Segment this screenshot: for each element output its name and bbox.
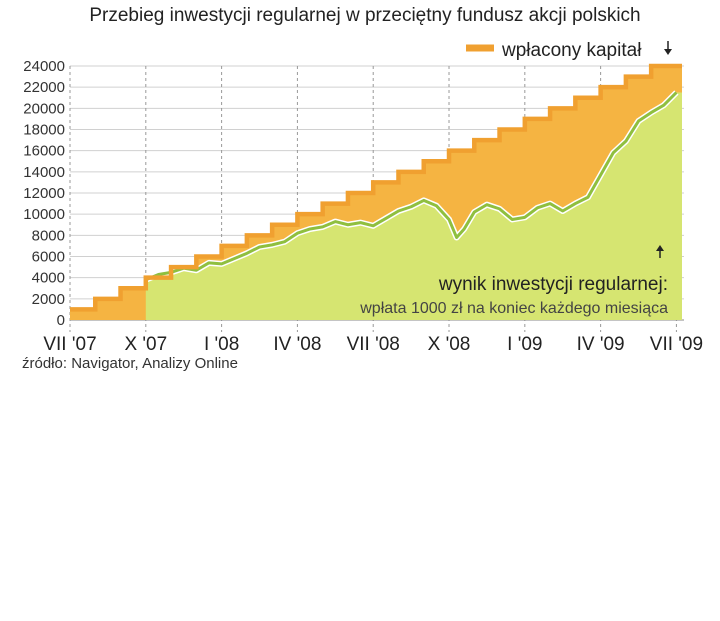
- y-tick-label: 20000: [23, 100, 65, 117]
- y-tick-label: 12000: [23, 185, 65, 202]
- legend: wpłacony kapitał: [466, 40, 672, 61]
- chart-title: Przebieg inwestycji regularnej w przecię…: [89, 5, 640, 26]
- capital-step-line: [70, 63, 682, 312]
- y-tick-label: 0: [57, 312, 65, 329]
- y-tick-label: 24000: [23, 58, 65, 75]
- x-axis-ticks: VII '07 X '07 I '08 IV '08 VII '08 X '08 I '09…: [43, 334, 703, 355]
- legend-label: wpłacony kapitał: [501, 40, 642, 61]
- series-lines: [70, 63, 682, 312]
- x-tick-label: VII '07: [43, 334, 96, 355]
- result-sublabel: wpłata 1000 zł na koniec każdego miesiąc…: [359, 300, 668, 317]
- y-tick-label: 22000: [23, 79, 65, 96]
- result-up-arrow-icon: [656, 245, 664, 258]
- result-line: [145, 91, 678, 282]
- x-tick-label: VII '08: [347, 334, 400, 355]
- x-tick-label: IV '09: [577, 334, 625, 355]
- y-tick-label: 8000: [32, 227, 65, 244]
- source-note: źródło: Navigator, Analizy Online: [22, 355, 238, 372]
- y-tick-label: 10000: [23, 206, 65, 223]
- x-tick-label: X '07: [124, 334, 167, 355]
- y-axis-ticks: 0 2000 4000 6000 8000 10000 12000 14000 16000 180…: [23, 58, 65, 329]
- result-label: wynik inwestycji regularnej:: [438, 274, 668, 295]
- y-tick-label: 6000: [32, 249, 65, 266]
- y-tick-label: 2000: [32, 291, 65, 308]
- x-tick-label: I '09: [507, 334, 542, 355]
- y-tick-label: 4000: [32, 270, 65, 287]
- x-tick-label: X '08: [428, 334, 471, 355]
- y-tick-label: 18000: [23, 122, 65, 139]
- legend-down-arrow-icon: [664, 41, 672, 55]
- y-tick-label: 14000: [23, 164, 65, 181]
- x-tick-label: VII '09: [650, 334, 703, 355]
- x-tick-label: I '08: [204, 334, 239, 355]
- y-tick-label: 16000: [23, 143, 65, 160]
- x-tick-label: IV '08: [273, 334, 321, 355]
